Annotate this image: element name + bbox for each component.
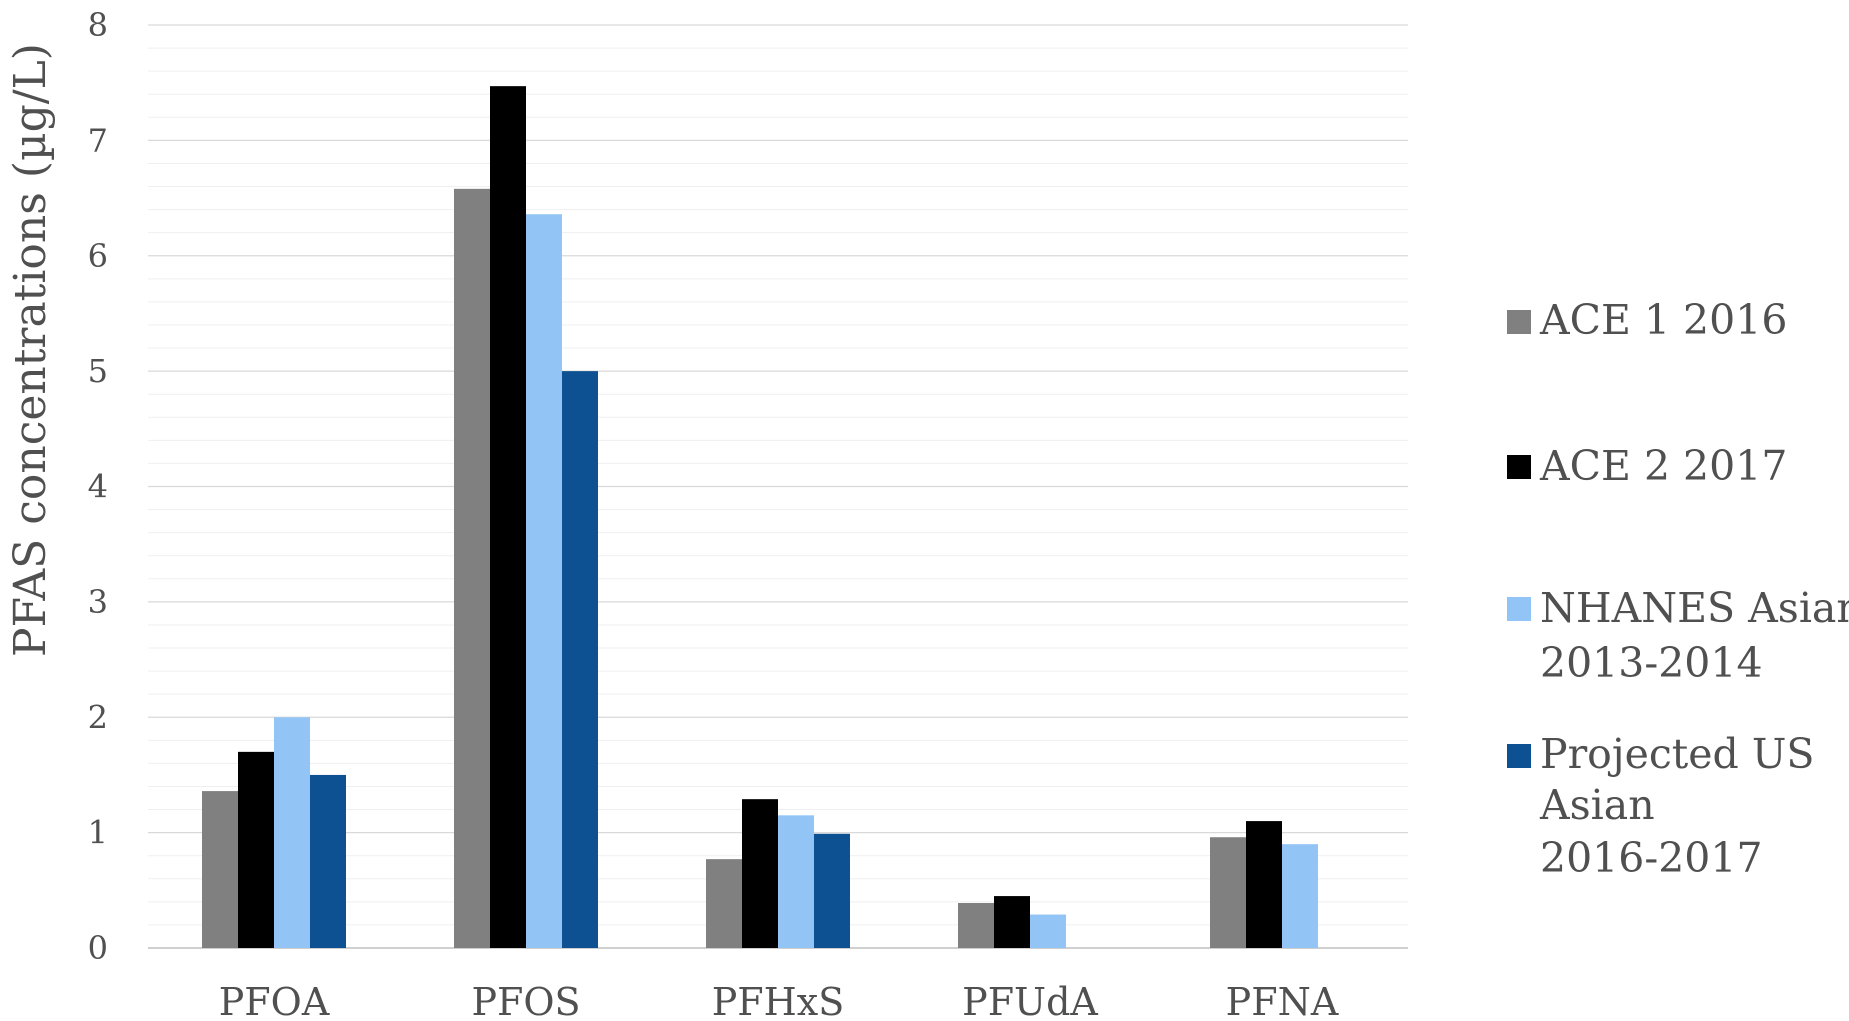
bar — [742, 799, 778, 948]
legend-label: ACE 2 2017 — [1539, 442, 1787, 490]
bar — [562, 371, 598, 948]
y-tick-label: 0 — [88, 929, 108, 967]
bars — [202, 86, 1318, 949]
legend-swatch — [1507, 744, 1531, 768]
legend-swatch — [1507, 455, 1531, 479]
bar — [310, 774, 346, 948]
bar — [238, 751, 274, 948]
bar — [274, 717, 310, 948]
legend-label: NHANES Asian — [1540, 584, 1849, 632]
legend-label: 2013-2014 — [1540, 639, 1763, 687]
x-tick-label: PFOS — [471, 980, 580, 1021]
x-axis-labels: PFOA PFOS PFHxS PFUdA PFNA — [219, 980, 1339, 1021]
y-tick-label: 2 — [88, 698, 108, 736]
bar — [778, 815, 814, 948]
bar — [454, 188, 490, 948]
legend-swatch — [1507, 597, 1531, 621]
bar — [202, 791, 238, 948]
x-tick-label: PFHxS — [712, 980, 845, 1021]
y-tick-label: 7 — [88, 121, 108, 159]
x-tick-label: PFOA — [219, 980, 330, 1021]
bar — [1210, 837, 1246, 948]
bar — [1282, 844, 1318, 948]
legend-swatch — [1507, 310, 1531, 334]
bar — [994, 896, 1030, 948]
y-tick-label: 5 — [88, 352, 108, 390]
y-tick-label: 4 — [88, 468, 108, 506]
y-axis-ticks: 0 1 2 3 4 5 6 7 8 — [88, 6, 108, 967]
y-tick-label: 8 — [88, 6, 108, 44]
legend-label: ACE 1 2016 — [1539, 296, 1787, 344]
legend-label: Asian — [1539, 781, 1655, 829]
bar — [814, 833, 850, 948]
y-tick-label: 1 — [88, 814, 108, 852]
bar — [958, 903, 994, 948]
bar — [1030, 914, 1066, 948]
legend-label: 2016-2017 — [1540, 834, 1763, 882]
bar — [526, 214, 562, 949]
legend-label: Projected US — [1540, 730, 1814, 778]
y-tick-label: 6 — [88, 237, 108, 275]
bar — [490, 86, 526, 949]
y-tick-label: 3 — [88, 583, 108, 621]
legend: ACE 1 2016 ACE 2 2017 NHANES Asian 2013-201… — [1507, 296, 1849, 882]
gridlines — [148, 24, 1408, 949]
y-axis-title: PFAS concentrations (µg/L) — [5, 43, 56, 657]
bar — [706, 859, 742, 948]
bar — [1246, 821, 1282, 948]
x-tick-label: PFUdA — [962, 980, 1098, 1021]
x-tick-label: PFNA — [1226, 980, 1339, 1021]
